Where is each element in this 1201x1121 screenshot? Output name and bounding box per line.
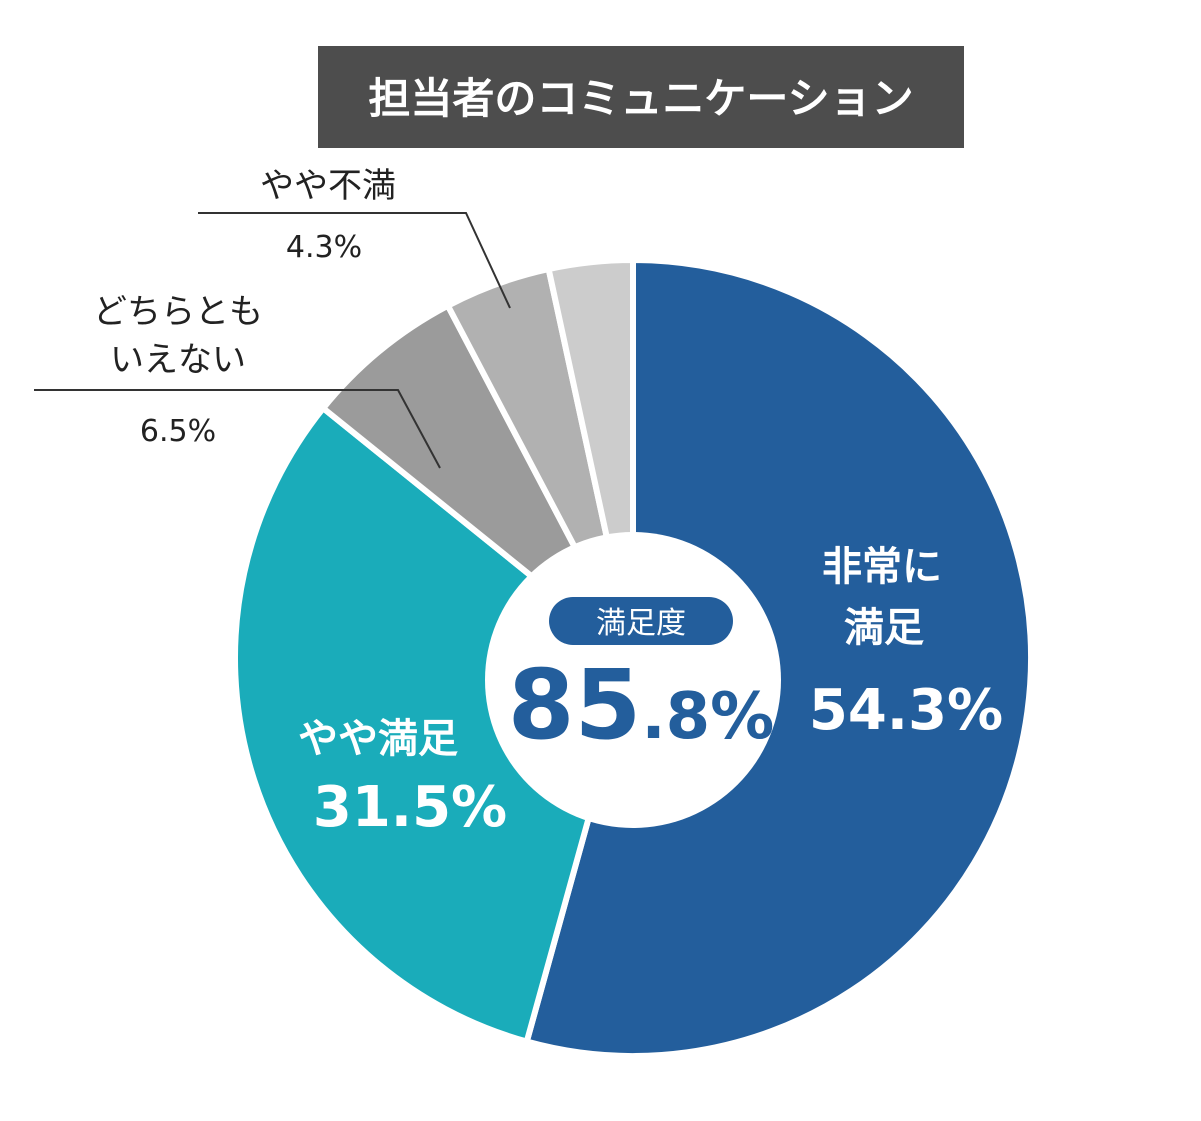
center-value: 85.8% xyxy=(508,649,775,761)
label-slightly-dissatisfied: やや不満 xyxy=(260,166,396,206)
label-very-satisfied-line1: 非常に xyxy=(822,544,942,590)
center-badge xyxy=(549,597,733,645)
leader-line-neutral xyxy=(34,389,441,469)
title-box xyxy=(318,46,964,148)
label-neutral-line1: どちらとも xyxy=(93,292,263,332)
value-very-satisfied: 54.3% xyxy=(809,678,1003,743)
label-neutral-line2: いえない xyxy=(110,340,246,380)
center-badge-label: 満足度 xyxy=(596,606,686,641)
leader-line-slightly-dissatisfied xyxy=(198,212,511,309)
label-very-satisfied-line2: 満足 xyxy=(844,605,924,651)
label-somewhat-satisfied: やや満足 xyxy=(298,716,458,762)
value-slightly-dissatisfied: 4.3% xyxy=(286,230,362,265)
center-value-sub: .8% xyxy=(641,680,774,754)
center-value-main: 85 xyxy=(508,649,642,761)
value-neutral: 6.5% xyxy=(140,414,216,449)
value-somewhat-satisfied: 31.5% xyxy=(313,775,507,840)
chart-title: 担当者のコミュニケーション xyxy=(368,74,913,123)
pie-slice-somewhat-satisfied xyxy=(232,405,636,1045)
